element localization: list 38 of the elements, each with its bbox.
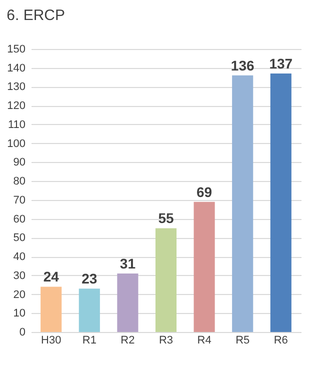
data-label: 23 xyxy=(82,270,98,287)
y-tick-label: 80 xyxy=(13,176,26,188)
y-tick-label: 60 xyxy=(13,213,26,226)
x-tick-label: R6 xyxy=(274,334,288,346)
bar xyxy=(194,202,215,332)
bar xyxy=(155,228,177,332)
bar xyxy=(40,286,62,332)
data-label: 136 xyxy=(230,57,254,74)
x-tick-label: R2 xyxy=(120,334,135,346)
bar xyxy=(270,74,292,332)
y-tick-label: 20 xyxy=(13,288,26,301)
data-label: 55 xyxy=(158,210,174,226)
bar xyxy=(232,75,254,332)
y-tick-label: 0 xyxy=(19,326,26,338)
y-tick-label: 90 xyxy=(13,156,26,169)
data-label: 31 xyxy=(120,256,136,272)
x-tick-label: R5 xyxy=(236,334,250,346)
bar xyxy=(117,274,138,332)
x-tick-label: R4 xyxy=(197,334,212,346)
y-tick-label: 40 xyxy=(13,251,26,264)
y-tick-label: 50 xyxy=(13,232,26,244)
y-tick-label: 110 xyxy=(8,118,26,131)
y-tick-label: 140 xyxy=(7,62,26,74)
y-tick-label: 30 xyxy=(13,270,26,282)
x-tick-label: R1 xyxy=(82,334,96,346)
data-label: 137 xyxy=(269,56,293,72)
y-tick-label: 120 xyxy=(7,100,26,112)
y-tick-label: 70 xyxy=(13,194,26,206)
x-tick-label: H30 xyxy=(41,334,62,346)
data-label: 69 xyxy=(196,184,212,200)
data-label: 24 xyxy=(43,268,60,285)
chart-title: 6. ERCP xyxy=(6,7,66,24)
y-tick-label: 150 xyxy=(7,44,26,56)
x-tick-label: R3 xyxy=(158,334,174,346)
y-tick-label: 100 xyxy=(7,138,26,150)
y-tick-label: 10 xyxy=(13,308,26,320)
y-tick-label: 130 xyxy=(7,81,26,94)
bar xyxy=(78,288,100,332)
